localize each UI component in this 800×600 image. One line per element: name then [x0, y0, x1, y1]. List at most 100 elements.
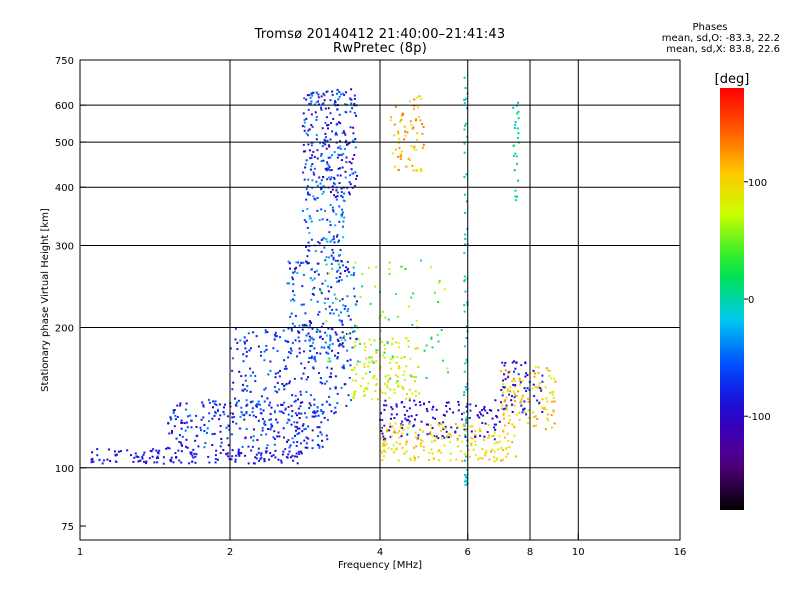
data-point	[397, 365, 400, 368]
data-point	[301, 285, 304, 288]
data-point	[537, 385, 540, 388]
data-point	[322, 411, 325, 414]
data-point	[383, 449, 385, 452]
data-point	[244, 374, 247, 377]
data-point	[294, 399, 297, 402]
data-point	[321, 282, 324, 285]
data-point	[381, 459, 384, 462]
data-point	[237, 448, 240, 451]
data-point	[324, 121, 327, 124]
data-point	[317, 93, 320, 96]
data-point	[507, 439, 510, 442]
data-point	[185, 402, 188, 405]
data-point	[501, 394, 504, 397]
data-point	[340, 159, 343, 162]
data-point	[418, 401, 421, 403]
stats-x-line: mean, sd,X: 83.8, 22.6	[666, 44, 780, 55]
data-point	[223, 406, 225, 409]
data-point	[96, 454, 99, 457]
data-point	[337, 263, 340, 266]
data-point	[276, 350, 279, 353]
data-point	[407, 339, 410, 342]
data-point	[478, 427, 481, 430]
data-point	[315, 180, 318, 183]
data-point	[242, 383, 244, 386]
data-point	[551, 391, 554, 394]
data-point	[328, 231, 331, 234]
x-tick-label: 6	[465, 547, 471, 558]
data-point	[245, 399, 248, 402]
data-point	[234, 327, 237, 330]
data-point	[322, 176, 325, 178]
data-point	[320, 179, 323, 182]
data-point	[341, 132, 344, 135]
data-point	[372, 376, 375, 379]
data-point	[420, 445, 422, 447]
y-tick-label: 300	[55, 241, 74, 252]
data-point	[329, 204, 332, 206]
data-point	[527, 422, 529, 425]
data-point	[465, 388, 468, 391]
data-point	[204, 442, 207, 445]
data-point	[380, 429, 383, 432]
data-point	[505, 446, 508, 449]
data-point	[137, 456, 140, 459]
data-point	[321, 382, 324, 385]
data-point	[320, 106, 322, 109]
data-point	[465, 419, 468, 422]
data-point	[398, 443, 401, 445]
data-point	[525, 413, 528, 416]
data-point	[320, 292, 323, 295]
data-point	[334, 183, 337, 186]
data-point	[292, 278, 294, 281]
data-point	[542, 407, 545, 410]
data-point	[296, 462, 299, 465]
chart-subtitle: RwPretec (8p)	[333, 41, 427, 56]
data-point	[334, 331, 337, 334]
data-point	[311, 179, 314, 182]
data-point	[338, 95, 341, 98]
data-point	[234, 460, 237, 463]
data-point	[431, 408, 434, 411]
data-point	[183, 422, 186, 425]
data-point	[244, 379, 247, 382]
data-point	[306, 446, 309, 449]
data-point	[522, 408, 525, 411]
data-point	[334, 406, 337, 409]
data-point	[465, 325, 468, 328]
data-point	[359, 296, 362, 299]
data-point	[324, 107, 327, 110]
data-point	[335, 213, 338, 216]
data-point	[433, 439, 436, 442]
data-point	[316, 197, 319, 199]
data-point	[245, 412, 248, 415]
data-point	[355, 325, 358, 328]
data-point	[465, 173, 468, 176]
data-point	[264, 423, 267, 426]
data-point	[172, 461, 175, 464]
data-point	[247, 445, 250, 448]
data-point	[325, 380, 328, 383]
data-point	[265, 447, 268, 450]
data-point	[281, 453, 284, 456]
data-point	[463, 370, 466, 373]
data-point	[179, 402, 182, 405]
data-point	[368, 338, 371, 341]
data-point	[338, 145, 341, 148]
data-point	[413, 456, 416, 459]
data-point	[307, 178, 310, 181]
data-point	[380, 437, 383, 440]
data-point	[337, 261, 340, 264]
data-point	[245, 355, 248, 358]
data-point	[480, 413, 482, 416]
data-point	[317, 273, 320, 276]
data-point	[339, 311, 342, 314]
data-point	[318, 219, 321, 221]
data-point	[348, 193, 351, 196]
data-point	[419, 119, 422, 122]
data-point	[367, 365, 370, 368]
data-point	[190, 451, 193, 454]
data-point	[396, 447, 398, 450]
data-point	[397, 132, 400, 135]
